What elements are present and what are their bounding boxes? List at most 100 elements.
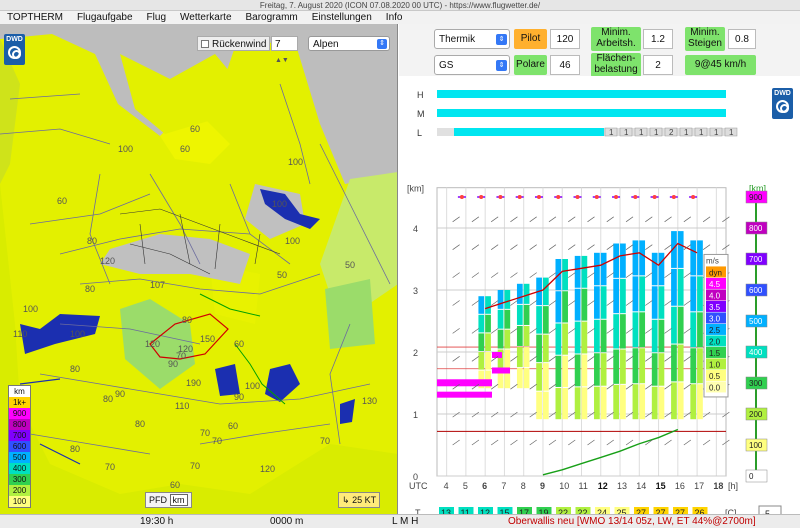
low-cloud-value: 1: [639, 128, 644, 137]
contour-label: 50: [345, 260, 356, 270]
contour-label: 60: [234, 339, 245, 349]
x-tick: 16: [675, 481, 685, 491]
stepper-icon[interactable]: ▲▼: [275, 57, 289, 64]
checkbox-icon[interactable]: [201, 40, 209, 48]
pilot-input[interactable]: 120: [550, 29, 580, 49]
wind-barb: [529, 244, 537, 250]
contour-label: 100: [285, 236, 301, 246]
contour-label: 100: [272, 199, 288, 209]
wind-barb: [548, 411, 557, 418]
thermal-bar-segment: [497, 290, 504, 309]
wind-barb: [606, 272, 614, 278]
pfd-label: PFD: [149, 495, 167, 505]
thermal-bar-segment: [632, 348, 639, 384]
contour-label: 107: [150, 280, 166, 290]
thermal-bar-segment: [594, 286, 600, 319]
contour-label: 100: [245, 381, 261, 391]
temperature-cell: [517, 507, 532, 518]
menu-einstellungen[interactable]: Einstellungen: [311, 12, 372, 23]
temperature-cell: [458, 507, 474, 518]
wind-barb: [548, 300, 557, 306]
select-arrows-icon[interactable]: ⇕: [496, 34, 507, 45]
thermal-bar-segment: [504, 329, 511, 349]
wind-barb-dot: [517, 195, 522, 199]
temperature-cell: [614, 507, 630, 518]
thermal-bar-segment: [504, 349, 511, 369]
wind-barb: [664, 216, 672, 223]
day-spinner[interactable]: 7 ▲▼: [271, 36, 298, 64]
menu-wetterkarte[interactable]: Wetterkarte: [180, 12, 232, 23]
wind-barb: [645, 272, 653, 278]
wind-barb: [452, 328, 460, 334]
glider-value: GS: [439, 60, 454, 71]
mode-select[interactable]: Thermik ⇕: [434, 29, 510, 49]
km-label[interactable]: km: [169, 494, 188, 506]
x-tick: 17: [694, 481, 704, 491]
speed-result: 9@45 km/h: [685, 55, 756, 75]
climb-scale-label: 1.5: [709, 349, 721, 358]
menu-info[interactable]: Info: [385, 12, 403, 23]
wind-barb: [548, 439, 557, 446]
wind-barb: [664, 328, 672, 334]
wind-barb: [568, 272, 576, 278]
thermal-bar-segment: [574, 321, 581, 354]
temperature-cell: [556, 507, 571, 518]
contour-label: 60: [190, 124, 201, 134]
y-right-swatch: [745, 252, 768, 266]
select-arrows-icon[interactable]: ⇕: [377, 39, 387, 49]
map-canvas[interactable]: [0, 24, 398, 514]
wind-barb: [625, 244, 634, 250]
contour-label: 70: [176, 351, 187, 361]
min-work-height-input[interactable]: 1.2: [643, 29, 673, 49]
temperature-cell: [478, 507, 493, 518]
glider-select[interactable]: GS ⇕: [434, 55, 510, 75]
temperature-cell: [692, 507, 708, 518]
tailwind-checkbox[interactable]: Rückenwind: [197, 36, 271, 51]
thermal-bar-segment: [562, 355, 568, 387]
select-arrows-icon[interactable]: ⇕: [496, 60, 507, 71]
thermal-bar-segment: [516, 283, 523, 304]
region-select[interactable]: Alpen ⇕: [308, 36, 390, 51]
temperature-cell: [653, 507, 669, 518]
pfd-km-button[interactable]: PFD km: [145, 492, 192, 508]
menu-toptherm[interactable]: TOPTHERM: [7, 12, 63, 23]
x-tick: 18: [713, 481, 723, 491]
contour-label: 60: [57, 196, 68, 206]
wind-barb: [510, 356, 518, 362]
temperature-value: 26: [695, 508, 705, 514]
menu-flug[interactable]: Flug: [146, 12, 166, 23]
wind-barb: [625, 272, 634, 278]
wind-barb: [606, 244, 614, 250]
polar-input[interactable]: 46: [550, 55, 580, 75]
wind-barb: [587, 383, 595, 390]
menu-barogramm[interactable]: Barogramm: [245, 12, 298, 23]
wind-barb: [452, 272, 460, 278]
wind-barb: [548, 383, 557, 390]
wind-barb: [510, 439, 518, 446]
climb-scale-swatch: [706, 300, 726, 312]
menu-flugaufgabe[interactable]: Flugaufgabe: [76, 12, 133, 23]
low-cloud-cell: [664, 127, 678, 137]
wing-loading-input[interactable]: 2: [643, 55, 673, 75]
temperature-label: T: [415, 508, 421, 514]
low-cloud-cell: [604, 127, 618, 137]
wind-barb: [529, 356, 537, 362]
wind-barb-dot: [575, 195, 580, 199]
min-climb-input[interactable]: 0.8: [728, 29, 756, 49]
contour-label: 130: [362, 396, 378, 406]
contour-label: 90: [115, 389, 126, 399]
thermal-bar-segment: [536, 391, 542, 420]
wind-barb: [625, 439, 634, 446]
y-right-swatch: [745, 190, 768, 204]
contour-label: 70: [320, 436, 331, 446]
thermal-bar-segment: [677, 231, 684, 268]
thermal-bar-segment: [594, 252, 600, 286]
thermal-map[interactable]: DWD Rückenwind 7 ▲▼ Alpen ⇕ 100 60 80 80 100 1…: [0, 24, 398, 514]
wind-barb: [529, 300, 537, 306]
wind-barb: [471, 300, 480, 306]
contour-label: 120: [100, 256, 116, 266]
temperature-cell: [439, 507, 454, 518]
wind-barb: [548, 356, 557, 362]
thermal-bar-segment: [651, 286, 658, 319]
thermal-bar-segment: [555, 291, 562, 323]
